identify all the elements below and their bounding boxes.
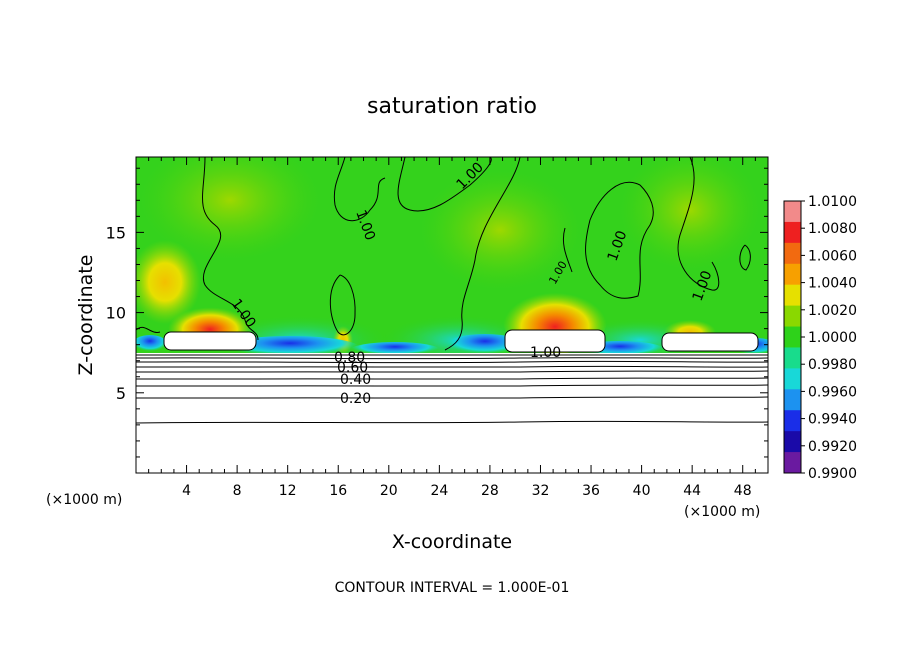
colorbar-label: 0.9940	[808, 412, 857, 428]
colorbar-label: 1.0100	[808, 194, 857, 210]
lime-patch	[620, 157, 760, 270]
yellow-patch	[136, 240, 201, 324]
x-tick-label: 40	[633, 483, 651, 499]
x-axis-label: X-coordinate	[392, 531, 512, 553]
colorbar-label: 1.0020	[808, 303, 857, 319]
colorbar-swatch	[784, 242, 801, 265]
contour-line	[202, 157, 259, 341]
colorbar-label: 1.0040	[808, 276, 857, 292]
contour-label: 0.20	[340, 391, 371, 407]
colorbar-label: 0.9900	[808, 466, 857, 482]
lower-white-region	[136, 353, 768, 473]
x-tick-label: 36	[582, 483, 600, 499]
contour-line	[677, 157, 720, 291]
y-tick-label: 15	[106, 223, 126, 242]
contour-line	[136, 360, 768, 364]
x-tick-label: 32	[532, 483, 550, 499]
lime-patch	[140, 157, 320, 260]
contour-line	[397, 157, 492, 212]
x-tick-label: 4	[182, 483, 191, 499]
x-tick-label: 48	[734, 483, 752, 499]
y-axis-label: Z-coordinate	[75, 255, 97, 376]
contour-line	[136, 377, 768, 380]
colorbar-label: 0.9960	[808, 384, 857, 400]
blue-patch	[136, 335, 168, 355]
contour-line	[333, 157, 386, 222]
contour-label: 0.60	[337, 360, 368, 376]
colorbar-label: 1.0000	[808, 330, 857, 346]
colorbar-swatch	[784, 201, 801, 223]
contour-line	[562, 227, 573, 273]
x-tick-label: 16	[329, 483, 347, 499]
contour-line	[739, 244, 751, 271]
cloud-region	[163, 331, 257, 351]
x-tick-label: 20	[380, 483, 398, 499]
colorbar-swatch	[784, 326, 801, 348]
colorbar-swatch	[784, 221, 801, 244]
contour-line	[136, 396, 768, 399]
lime-patch	[420, 170, 580, 290]
x-unit-right: (×1000 m)	[684, 504, 760, 520]
x-tick-label: 24	[430, 483, 448, 499]
x-tick-label: 44	[683, 483, 701, 499]
x-tick-label: 12	[279, 483, 297, 499]
colorbar-swatch	[784, 452, 801, 474]
y-axis-ticks: 5 10 15	[106, 167, 768, 458]
contour-line	[136, 357, 768, 360]
colorbar-label: 1.0060	[808, 248, 857, 264]
x-tick-label: 28	[481, 483, 499, 499]
cloud-region	[661, 332, 759, 352]
contour-line	[136, 384, 768, 387]
contour-label: 0.40	[340, 372, 371, 388]
contour-line	[329, 274, 356, 336]
colorbar-swatch	[784, 368, 801, 390]
contour-label: 1.00	[530, 345, 561, 361]
colorbar-swatch	[784, 410, 801, 432]
y-tick-label: 10	[106, 304, 126, 323]
x-unit-left: (×1000 m)	[46, 492, 122, 508]
colorbar	[783, 200, 802, 474]
colorbar-swatch	[784, 389, 801, 411]
contour-line	[444, 157, 521, 351]
contour-lines	[136, 157, 768, 424]
colorbar-labels: 1.0100 1.0080 1.0060 1.0040 1.0020 1.0000 0.99…	[801, 194, 857, 482]
contour-line	[136, 420, 768, 424]
chart-title: saturation ratio	[367, 94, 537, 119]
contour-line	[136, 365, 768, 368]
contour-interval-note: CONTOUR INTERVAL = 1.000E-01	[335, 580, 570, 596]
colorbar-label: 0.9980	[808, 357, 857, 373]
contour-label: 0.80	[334, 350, 365, 366]
x-tick-label: 8	[233, 483, 242, 499]
x-axis-ticks: 4 8 12 16 20 24 28 32 36 40 44 48	[148, 157, 756, 499]
heatmap-field: 1.00 1.00 1.00 1.00 1.00 1.00 0.80 0.60 …	[136, 157, 768, 473]
colorbar-label: 1.0080	[808, 221, 857, 237]
colorbar-swatch	[784, 263, 801, 286]
colorbar-swatch	[784, 284, 801, 307]
colorbar-swatch	[784, 347, 801, 369]
contour-line	[136, 370, 768, 373]
colorbar-swatch	[784, 305, 801, 328]
contour-line	[585, 182, 654, 299]
y-tick-label: 5	[116, 384, 126, 403]
colorbar-swatch	[784, 431, 801, 453]
colorbar-label: 0.9920	[808, 439, 857, 455]
cloud-region	[504, 329, 606, 353]
